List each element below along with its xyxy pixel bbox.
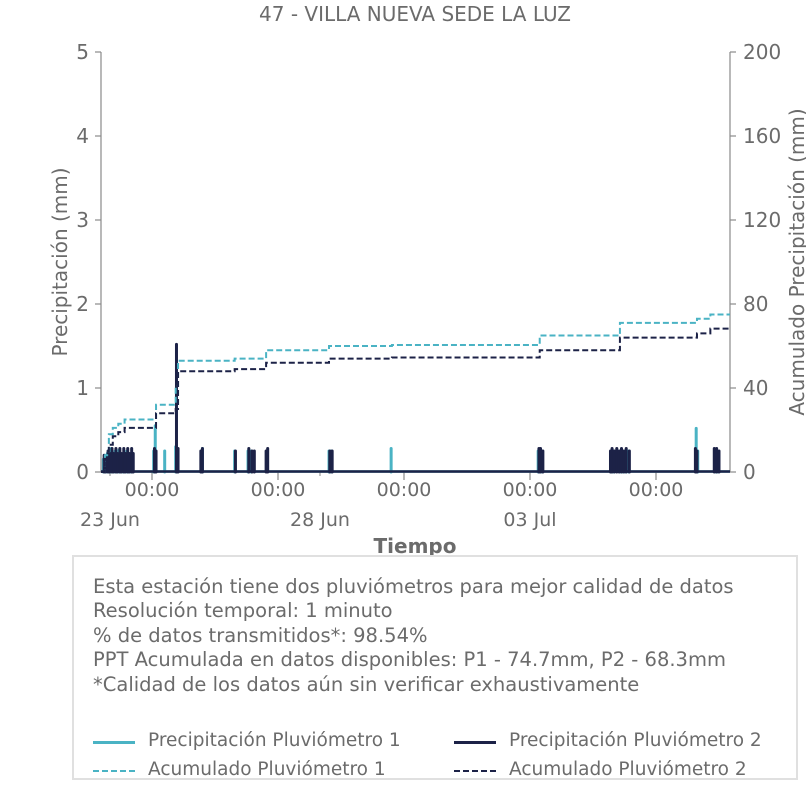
- series-4: [101, 327, 730, 473]
- info-line: *Calidad de los datos aún sin verificar …: [93, 672, 640, 696]
- info-box: Esta estación tiene dos pluviómetros par…: [72, 555, 798, 780]
- y2-tick-label: 0: [743, 460, 756, 484]
- y-axis-label: Precipitación (mm): [48, 167, 72, 356]
- info-line: Esta estación tiene dos pluviómetros par…: [93, 575, 734, 598]
- legend-label-p1: Precipitación Pluviómetro 1: [148, 730, 401, 751]
- info-line: % de datos transmitidos*: 98.54%: [93, 623, 428, 647]
- series-3: [101, 313, 730, 473]
- accumulated-line: [101, 313, 730, 473]
- y2-tick-label: 80: [743, 292, 768, 316]
- series-1: [101, 424, 730, 474]
- y2-tick-label: 200: [743, 40, 781, 64]
- x-major-tick-label: 00:00: [125, 479, 180, 501]
- y-tick-label: 4: [76, 124, 89, 148]
- legend-swatch-p1: [93, 741, 135, 744]
- x-minor-tick-label: 28 Jun: [290, 509, 350, 531]
- info-line: Resolución temporal: 1 minuto: [93, 599, 393, 623]
- info-text: Esta estación tiene dos pluviómetros par…: [93, 575, 734, 697]
- y-tick-label: 5: [76, 40, 89, 64]
- x-major-tick-label: 00:00: [251, 479, 306, 501]
- accumulated-line: [101, 327, 730, 473]
- chart-title: 47 - VILLA NUEVA SEDE LA LUZ: [259, 2, 571, 26]
- legend-label-acc2: Acumulado Pluviómetro 2: [509, 759, 747, 780]
- y-tick-label: 0: [76, 460, 89, 484]
- y2-tick-label: 120: [743, 208, 781, 232]
- rainfall-chart: 47 - VILLA NUEVA SEDE LA LUZ 0 1 2 3 4 5 0 40 80…: [48, 2, 806, 555]
- chart-marks: [101, 313, 730, 474]
- x-minor-tick-label: 03 Jul: [503, 509, 556, 531]
- x-major-tick-label: 00:00: [377, 479, 432, 501]
- series-2: [101, 342, 730, 474]
- legend-swatch-acc2: [454, 770, 496, 772]
- x-major-tick-label: 00:00: [629, 479, 684, 501]
- legend-label-acc1: Acumulado Pluviómetro 1: [148, 759, 386, 780]
- info-line: PPT Acumulada en datos disponibles: P1 -…: [93, 648, 726, 672]
- y2-axis-label: Acumulado Precipitación (mm): [785, 108, 806, 415]
- chart-axes: 0 1 2 3 4 5 0 40 80 120 160 200 00:00 00:00 00:00 00:00…: [76, 40, 781, 531]
- y2-tick-label: 160: [743, 124, 781, 148]
- x-major-tick-label: 00:00: [503, 479, 558, 501]
- legend-swatch-p2: [454, 741, 496, 744]
- legend-swatch-acc1: [93, 770, 135, 772]
- y-tick-label: 3: [76, 208, 89, 232]
- y-tick-label: 2: [76, 292, 89, 316]
- legend-label-p2: Precipitación Pluviómetro 2: [509, 730, 762, 751]
- x-axis-label: Tiempo: [374, 534, 457, 555]
- y-tick-label: 1: [76, 376, 89, 400]
- y2-tick-label: 40: [743, 376, 768, 400]
- x-minor-tick-label: 23 Jun: [80, 509, 140, 531]
